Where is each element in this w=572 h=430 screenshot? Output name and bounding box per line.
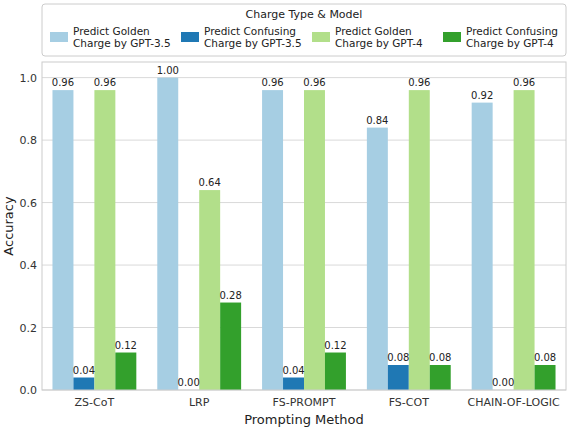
data-label: 0.96 (303, 77, 325, 88)
legend-label-line: Charge by GPT-4 (335, 37, 423, 49)
bar (514, 90, 535, 390)
legend-title: Charge Type & Model (246, 8, 363, 21)
bar (409, 90, 430, 390)
legend-swatch (312, 32, 330, 42)
bar (73, 378, 94, 390)
legend-label-line: Charge by GPT-3.5 (204, 37, 302, 49)
x-tick-label: ZS-CoT (75, 396, 115, 409)
data-label: 0.04 (73, 365, 95, 376)
data-label: 0.96 (513, 77, 535, 88)
bar (283, 378, 304, 390)
x-tick-label: CHAIN-OF-LOGIC (468, 396, 560, 409)
bar (367, 128, 388, 390)
data-label: 0.28 (220, 290, 242, 301)
data-label: 0.92 (471, 90, 493, 101)
data-label: 0.00 (492, 377, 514, 388)
y-tick-label: 0.8 (20, 134, 38, 147)
bar (199, 190, 220, 390)
data-label: 0.08 (534, 352, 556, 363)
data-label: 0.84 (366, 115, 388, 126)
legend-label: Predict ConfusingCharge by GPT-3.5 (204, 25, 302, 49)
data-label: 0.96 (52, 77, 74, 88)
data-label: 0.12 (324, 340, 346, 351)
data-label: 0.12 (115, 340, 137, 351)
bar (535, 365, 556, 390)
legend-swatch (50, 32, 68, 42)
legend-label-line: Predict Golden (73, 25, 150, 37)
x-tick-label: FS-PROMPT (273, 396, 336, 409)
x-tick-label: FS-COT (389, 396, 429, 409)
data-label: 0.04 (282, 365, 304, 376)
data-label: 0.08 (429, 352, 451, 363)
data-label: 0.64 (199, 177, 221, 188)
bar (115, 353, 136, 390)
y-tick-label: 0.6 (20, 197, 38, 210)
y-tick-label: 0.0 (20, 384, 38, 397)
legend-box (42, 4, 566, 56)
legend-swatch (443, 32, 461, 42)
bar (262, 90, 283, 390)
data-label: 0.96 (408, 77, 430, 88)
bar (157, 78, 178, 390)
bar (325, 353, 346, 390)
y-tick-label: 1.0 (20, 72, 38, 85)
legend-label: Predict GoldenCharge by GPT-4 (335, 25, 423, 49)
bar (430, 365, 451, 390)
legend-label-line: Predict Confusing (466, 25, 558, 37)
chart: 0.00.20.40.60.81.00.960.040.960.121.000.… (0, 0, 572, 430)
legend-label-line: Predict Golden (335, 25, 412, 37)
data-label: 1.00 (157, 65, 179, 76)
legend-label: Predict ConfusingCharge by GPT-4 (466, 25, 558, 49)
x-axis-label: Prompting Method (244, 412, 364, 427)
plot-area (42, 62, 566, 390)
x-tick-label: LRP (189, 396, 210, 409)
legend: Charge Type & ModelPredict GoldenCharge … (42, 4, 566, 56)
bar (472, 103, 493, 390)
legend-label-line: Predict Confusing (204, 25, 296, 37)
data-label: 0.00 (178, 377, 200, 388)
bar (94, 90, 115, 390)
legend-label-line: Charge by GPT-3.5 (73, 37, 171, 49)
bars (52, 78, 555, 390)
y-tick-label: 0.2 (20, 322, 38, 335)
legend-label: Predict GoldenCharge by GPT-3.5 (73, 25, 171, 49)
data-label: 0.96 (261, 77, 283, 88)
bar (220, 303, 241, 390)
y-tick-label: 0.4 (20, 259, 38, 272)
data-labels: 0.96 0.04 0.96 0.12 1.00 0.00 0.64 0.28 0.96 0.04… (52, 65, 556, 388)
legend-label-line: Charge by GPT-4 (466, 37, 554, 49)
plot-frame (42, 62, 566, 390)
data-label: 0.96 (94, 77, 116, 88)
bar (52, 90, 73, 390)
legend-swatch (181, 32, 199, 42)
bar (304, 90, 325, 390)
y-axis-label: Accuracy (1, 196, 16, 256)
bar (388, 365, 409, 390)
data-label: 0.08 (387, 352, 409, 363)
